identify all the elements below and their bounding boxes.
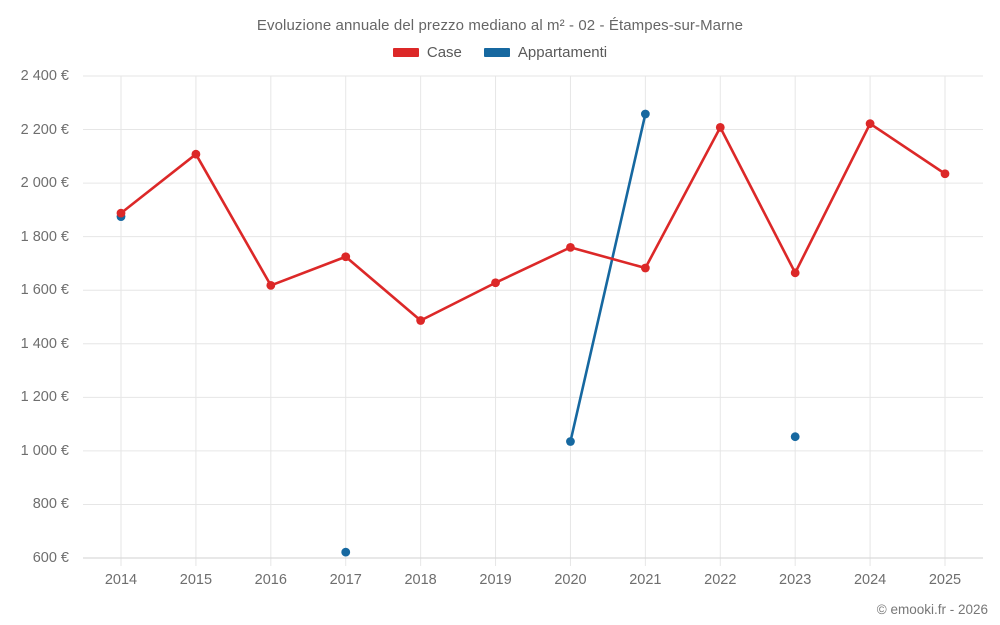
data-point — [865, 119, 875, 129]
data-point — [266, 281, 276, 290]
x-axis-tick-label: 2016 — [254, 572, 287, 588]
data-point — [940, 169, 950, 179]
series-line — [569, 112, 647, 443]
series-line — [119, 122, 947, 322]
data-point — [191, 149, 201, 159]
x-axis-tick-label: 2025 — [928, 572, 962, 588]
data-point — [640, 109, 650, 119]
y-axis-tick-label: 1 800 € — [20, 228, 69, 245]
chart-legend: Case Appartamenti — [0, 44, 1000, 61]
x-axis-tick-label: 2021 — [629, 572, 662, 588]
y-axis-tick-label: 600 € — [32, 550, 69, 566]
data-point — [715, 123, 725, 132]
x-axis-tick-label: 2015 — [179, 572, 213, 588]
legend-item-appartamenti[interactable]: Appartamenti — [483, 44, 608, 61]
data-point — [341, 252, 351, 262]
y-axis-tick-label: 2 000 € — [20, 175, 69, 192]
x-axis-tick-label: 2024 — [853, 572, 887, 588]
x-axis-tick-label: 2020 — [554, 572, 587, 588]
footer-credit: © emooki.fr - 2026 — [876, 602, 988, 617]
chart-title: Evoluzione annuale del prezzo mediano al… — [256, 17, 744, 34]
data-point — [566, 242, 575, 252]
legend-item-case[interactable]: Case — [392, 44, 462, 61]
data-point — [790, 268, 800, 278]
series-case — [116, 119, 950, 325]
legend-swatch-appartamenti — [483, 48, 510, 57]
y-axis-tick-label: 2 200 € — [20, 121, 69, 138]
y-axis-tick-label: 2 400 € — [20, 68, 69, 84]
series-appartamenti — [116, 109, 800, 557]
legend-swatch-case — [392, 48, 419, 57]
x-axis-tick-label: 2014 — [104, 572, 138, 588]
data-point — [566, 437, 575, 446]
x-axis-tick-label: 2022 — [704, 572, 737, 588]
data-point — [640, 263, 650, 273]
x-axis-tick-label: 2017 — [329, 572, 362, 588]
y-axis-tick-label: 1 200 € — [20, 389, 69, 406]
data-point — [491, 278, 500, 288]
data-point — [116, 208, 126, 218]
data-point — [341, 547, 351, 557]
gridlines — [83, 75, 983, 566]
x-axis-tick-label: 2023 — [779, 572, 812, 588]
x-axis-tick-label: 2019 — [479, 572, 512, 588]
y-axis-tick-label: 1 400 € — [20, 335, 69, 352]
y-axis-tick-label: 800 € — [32, 496, 69, 513]
x-axis-tick-label: 2018 — [404, 572, 437, 588]
legend-label-appartamenti: Appartamenti — [517, 44, 608, 61]
data-point — [790, 432, 800, 442]
data-point — [416, 316, 426, 325]
y-axis-tick-label: 1 600 € — [20, 282, 69, 299]
legend-label-case: Case — [426, 44, 462, 61]
y-axis-tick-label: 1 000 € — [20, 442, 69, 459]
